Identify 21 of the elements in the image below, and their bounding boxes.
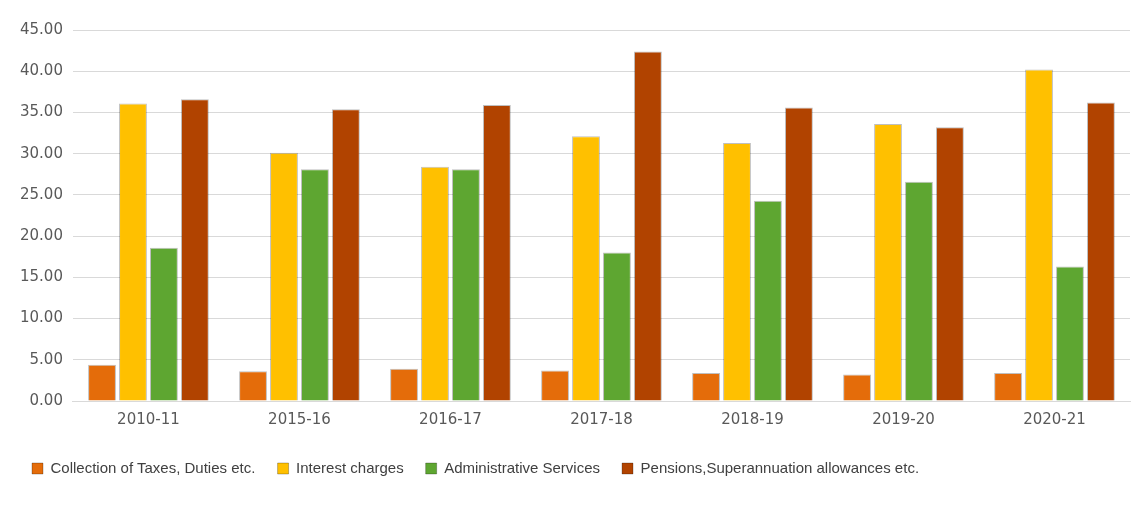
y-tick-label: 25.00 — [19, 184, 63, 203]
y-tick-label: 15.00 — [19, 267, 63, 286]
y-tick-label: 10.00 — [19, 308, 63, 327]
x-tick-label: 2018-19 — [721, 409, 784, 428]
y-tick-label: 20.00 — [19, 226, 63, 244]
legend-label: Pensions,Superannuation allowances etc. — [640, 458, 920, 476]
x-tick-label: 2016-17 — [419, 409, 482, 428]
legend-label: Collection of Taxes, Duties etc. — [50, 458, 256, 476]
legend-label: Interest charges — [296, 458, 404, 476]
y-tick-label: 35.00 — [19, 102, 63, 121]
x-tick-label: 2019-20 — [872, 409, 935, 428]
y-tick-label: 0.00 — [29, 390, 63, 409]
x-tick-label: 2010-11 — [117, 409, 180, 428]
y-tick-label: 45.00 — [19, 19, 63, 38]
y-tick-label: 5.00 — [29, 349, 63, 368]
x-tick-label: 2020-21 — [1023, 409, 1086, 428]
legend-label: Administrative Services — [444, 458, 601, 476]
y-tick-label: 40.00 — [19, 61, 63, 80]
x-tick-label: 2015-16 — [268, 409, 331, 428]
x-tick-label: 2017-18 — [570, 409, 633, 428]
y-tick-label: 30.00 — [19, 143, 63, 162]
